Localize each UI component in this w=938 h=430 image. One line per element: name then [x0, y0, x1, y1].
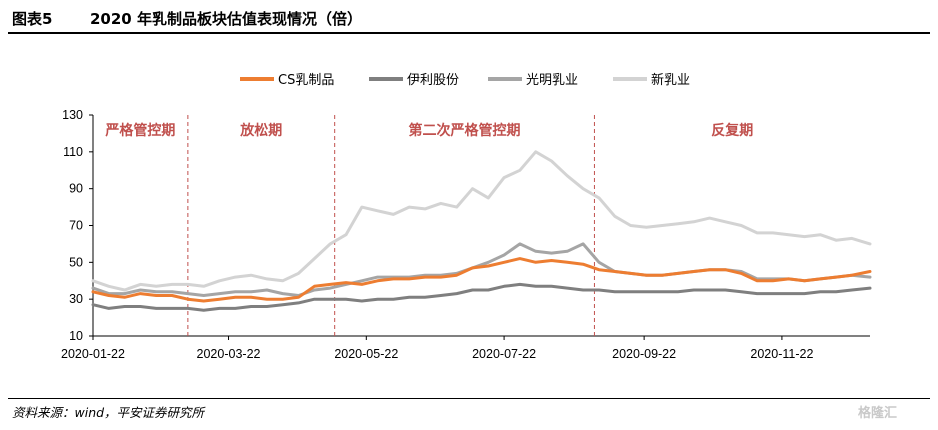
period-label: 严格管控期 — [104, 122, 175, 139]
x-tick-label: 2020-07-22 — [472, 347, 536, 361]
y-tick-label: 130 — [62, 108, 83, 122]
line-chart: CS乳制品 伊利股份 光明乳业 新乳业 10 30 50 70 90 110 130 2020-01… — [61, 72, 872, 361]
y-tick-label: 10 — [69, 329, 83, 343]
series-line-1 — [91, 282, 872, 312]
series-line-2 — [91, 242, 872, 297]
header-rule — [8, 32, 930, 34]
legend-label: 新乳业 — [651, 72, 690, 88]
legend-label: 伊利股份 — [407, 73, 459, 88]
x-tick-label: 2020-01-22 — [61, 347, 125, 361]
chart-axes: 10 30 50 70 90 110 130 2020-01-22 2020-03-22 2020… — [61, 108, 870, 361]
figure-label: 图表5 — [12, 10, 53, 28]
period-label: 放松期 — [239, 122, 282, 139]
period-label: 反复期 — [711, 122, 753, 139]
footer-rule — [8, 398, 930, 399]
watermark-logo: 格隆汇 — [858, 406, 898, 421]
y-tick-label: 30 — [69, 292, 83, 306]
legend-label: CS乳制品 — [278, 73, 334, 88]
figure-header: 图表5 2020 年乳制品板块估值表现情况（倍） — [8, 4, 930, 34]
figure-title: 2020 年乳制品板块估值表现情况（倍） — [90, 10, 362, 28]
y-tick-label: 50 — [69, 255, 83, 269]
series-line-0 — [91, 257, 872, 303]
x-tick-label: 2020-03-22 — [197, 347, 261, 361]
series-line-3 — [91, 150, 872, 292]
y-tick-label: 70 — [69, 219, 83, 233]
chart-legend: CS乳制品 伊利股份 光明乳业 新乳业 — [240, 72, 690, 88]
x-tick-label: 2020-05-22 — [334, 347, 398, 361]
period-dividers — [187, 115, 595, 336]
series-lines — [91, 150, 872, 312]
y-tick-label: 90 — [69, 182, 83, 196]
period-labels: 严格管控期 放松期 第二次严格管控期 反复期 — [104, 122, 753, 139]
x-tick-label: 2020-09-22 — [612, 347, 676, 361]
x-tick-label: 2020-11-22 — [750, 347, 813, 361]
source-note: 资料来源：wind，平安证券研究所 — [12, 405, 205, 420]
period-label: 第二次严格管控期 — [409, 122, 521, 139]
legend-label: 光明乳业 — [526, 73, 578, 88]
y-tick-label: 110 — [63, 145, 83, 159]
